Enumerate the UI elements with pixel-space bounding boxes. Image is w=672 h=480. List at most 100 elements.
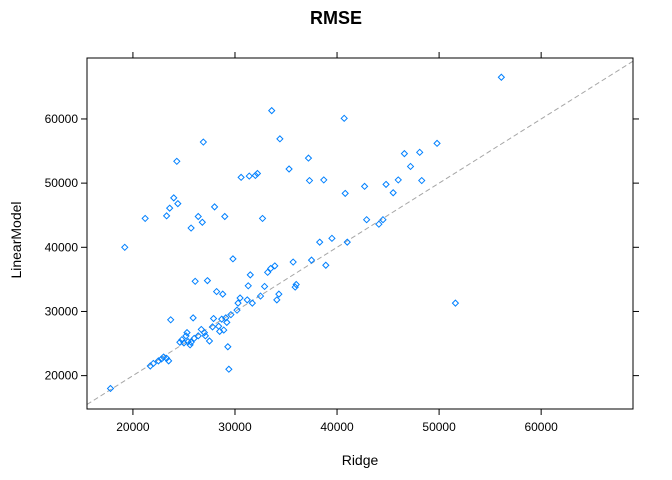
data-point: [225, 365, 233, 373]
data-point: [149, 359, 158, 368]
data-point: [227, 310, 235, 319]
data-point: [243, 296, 251, 304]
data-point: [121, 243, 129, 252]
y-tick-label: 40000: [45, 240, 79, 254]
data-point: [271, 262, 279, 270]
data-point: [214, 322, 223, 330]
data-point: [273, 296, 281, 304]
data-point: [362, 215, 371, 224]
data-point: [200, 328, 209, 337]
data-point: [276, 135, 284, 143]
data-point: [285, 165, 293, 173]
data-point: [233, 306, 241, 314]
data-point: [289, 258, 297, 266]
data-point: [229, 255, 237, 263]
data-point: [106, 384, 115, 393]
data-point: [400, 149, 409, 158]
data-point: [221, 212, 229, 221]
data-point: [187, 224, 195, 232]
data-point: [194, 212, 202, 221]
data-point: [237, 173, 245, 182]
data-point: [212, 287, 221, 296]
data-point: [256, 292, 265, 300]
x-tick-label: 30000: [218, 420, 252, 434]
data-point: [379, 215, 387, 224]
data-point: [246, 271, 254, 279]
data-point: [268, 106, 276, 115]
y-tick-label: 50000: [45, 176, 79, 190]
data-point: [315, 238, 324, 246]
data-point: [305, 176, 314, 185]
data-point: [418, 176, 426, 185]
data-point: [194, 332, 202, 340]
data-point: [245, 172, 253, 180]
data-point: [165, 204, 174, 212]
data-point: [253, 169, 262, 178]
data-point: [154, 357, 163, 365]
data-point: [307, 256, 316, 264]
data-point: [394, 176, 402, 184]
data-point: [198, 218, 207, 226]
data-point: [341, 189, 349, 198]
x-tick-label: 50000: [422, 420, 456, 434]
data-point: [275, 290, 283, 298]
data-point: [199, 138, 208, 146]
data-point: [497, 73, 506, 81]
data-point: [223, 318, 231, 327]
data-point: [258, 214, 267, 223]
data-point: [183, 328, 191, 337]
x-tick-label: 60000: [524, 420, 558, 434]
data-point: [433, 139, 441, 148]
data-point: [191, 277, 199, 286]
data-point: [406, 162, 415, 171]
x-tick-label: 20000: [116, 420, 150, 434]
y-tick-label: 20000: [45, 369, 79, 383]
data-point: [189, 314, 197, 322]
data-point: [220, 326, 228, 334]
data-point: [263, 268, 272, 277]
data-point: [209, 314, 218, 323]
chart-title: RMSE: [310, 8, 362, 28]
data-point: [343, 238, 351, 246]
x-axis-label: Ridge: [342, 452, 379, 468]
data-point: [292, 280, 300, 289]
data-point: [205, 337, 214, 345]
data-point: [208, 323, 217, 331]
data-point: [224, 343, 232, 351]
data-point: [234, 299, 242, 307]
data-point: [173, 157, 181, 166]
axis-ticks: 20000 30000 40000 50000 60000 20000 30000 40000…: [45, 52, 639, 434]
data-point: [166, 316, 175, 324]
data-point: [320, 176, 328, 184]
data-point: [328, 234, 336, 243]
data-point: [210, 203, 219, 211]
data-point: [389, 189, 397, 197]
data-point: [141, 214, 149, 223]
data-point: [178, 335, 186, 344]
data-point: [304, 154, 313, 162]
y-tick-label: 30000: [45, 304, 79, 318]
data-point: [251, 171, 260, 180]
data-point: [244, 282, 252, 290]
data-point: [340, 114, 348, 123]
data-point: [170, 194, 178, 202]
plot-frame: [86, 57, 634, 410]
plot-area: [86, 60, 634, 405]
y-tick-label: 60000: [45, 112, 79, 126]
data-point: [187, 338, 195, 346]
data-point: [375, 220, 383, 228]
data-point: [203, 276, 212, 285]
data-point: [382, 180, 390, 189]
data-point: [201, 332, 210, 340]
data-point: [248, 299, 257, 307]
data-point: [182, 332, 190, 340]
data-point: [260, 282, 269, 291]
data-point: [174, 199, 182, 208]
data-point: [360, 182, 369, 191]
x-tick-label: 40000: [320, 420, 354, 434]
data-point: [451, 299, 460, 307]
data-point: [164, 357, 173, 365]
y-axis-label: LinearModel: [8, 201, 24, 278]
data-point: [322, 261, 330, 269]
